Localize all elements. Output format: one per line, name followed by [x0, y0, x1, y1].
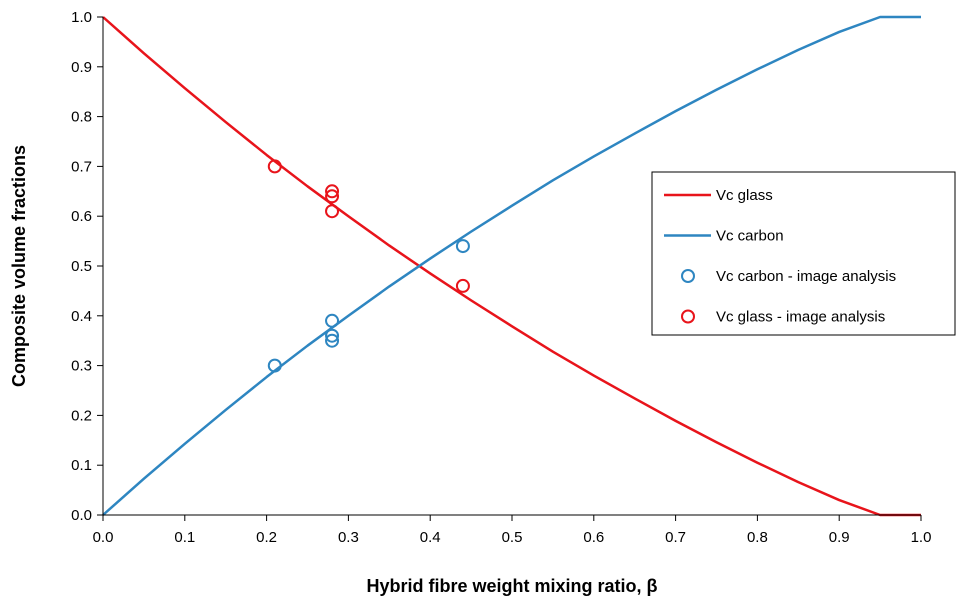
y-tick-label: 0.1 [71, 457, 92, 474]
series-line-vc-carbon [102, 15, 921, 516]
data-point-vc-carbon-image-analysis [455, 239, 470, 254]
legend-box [651, 171, 956, 336]
data-point-vc-glass-image-analysis [325, 184, 340, 199]
y-tick-label: 0.0 [71, 507, 92, 524]
legend-label: Vc carbon - image analysis [716, 268, 896, 285]
data-point-vc-carbon-image-analysis [325, 333, 340, 348]
data-point-vc-carbon-image-analysis [267, 358, 282, 373]
legend-label: Vc glass - image analysis [716, 309, 885, 326]
x-axis-ticks: 0.0 0.1 0.2 0.3 0.4 0.5 0.6 0.7 0.8 0.9 1.0 [93, 515, 932, 546]
series-line-vc-glass [102, 16, 921, 517]
y-tick-label: 0.5 [71, 258, 92, 275]
y-tick-label: 0.8 [71, 109, 92, 126]
y-tick-label: 0.2 [71, 407, 92, 424]
legend: Vc glass Vc carbon Vc carbon - image analy… [651, 171, 956, 336]
plot-area [102, 15, 921, 517]
y-axis-title: Composite volume fractions [9, 145, 29, 387]
x-tick-label: 0.3 [338, 529, 359, 546]
y-tick-label: 0.6 [71, 208, 92, 225]
x-tick-label: 0.4 [420, 529, 441, 546]
data-point-vc-carbon-image-analysis [325, 328, 340, 343]
data-point-vc-glass-image-analysis [267, 159, 282, 174]
x-axis-title: Hybrid fibre weight mixing ratio, β [366, 576, 657, 596]
y-tick-label: 0.4 [71, 308, 92, 325]
y-tick-label: 0.3 [71, 358, 92, 375]
legend-label: Vc carbon [716, 228, 784, 245]
x-tick-label: 0.8 [747, 529, 768, 546]
legend-marker-swatch [681, 269, 695, 283]
x-tick-label: 0.1 [174, 529, 195, 546]
x-tick-label: 1.0 [911, 529, 932, 546]
legend-label: Vc glass [716, 187, 773, 204]
data-point-vc-glass-image-analysis [325, 189, 340, 204]
x-tick-label: 0.9 [829, 529, 850, 546]
data-point-vc-carbon-image-analysis [325, 313, 340, 328]
x-tick-label: 0.6 [583, 529, 604, 546]
legend-marker-swatch [681, 309, 695, 324]
x-tick-label: 0.0 [93, 529, 114, 546]
x-tick-label: 0.5 [502, 529, 523, 546]
data-point-vc-glass-image-analysis [325, 204, 340, 219]
y-axis-ticks: 0.0 0.1 0.2 0.3 0.4 0.5 0.6 0.7 0.8 0.9 1.0 [71, 9, 103, 524]
x-tick-label: 0.2 [256, 529, 277, 546]
data-point-vc-glass-image-analysis [455, 278, 470, 293]
y-tick-label: 1.0 [71, 9, 92, 26]
y-tick-label: 0.9 [71, 59, 92, 76]
x-tick-label: 0.7 [665, 529, 686, 546]
y-tick-label: 0.7 [71, 158, 92, 175]
